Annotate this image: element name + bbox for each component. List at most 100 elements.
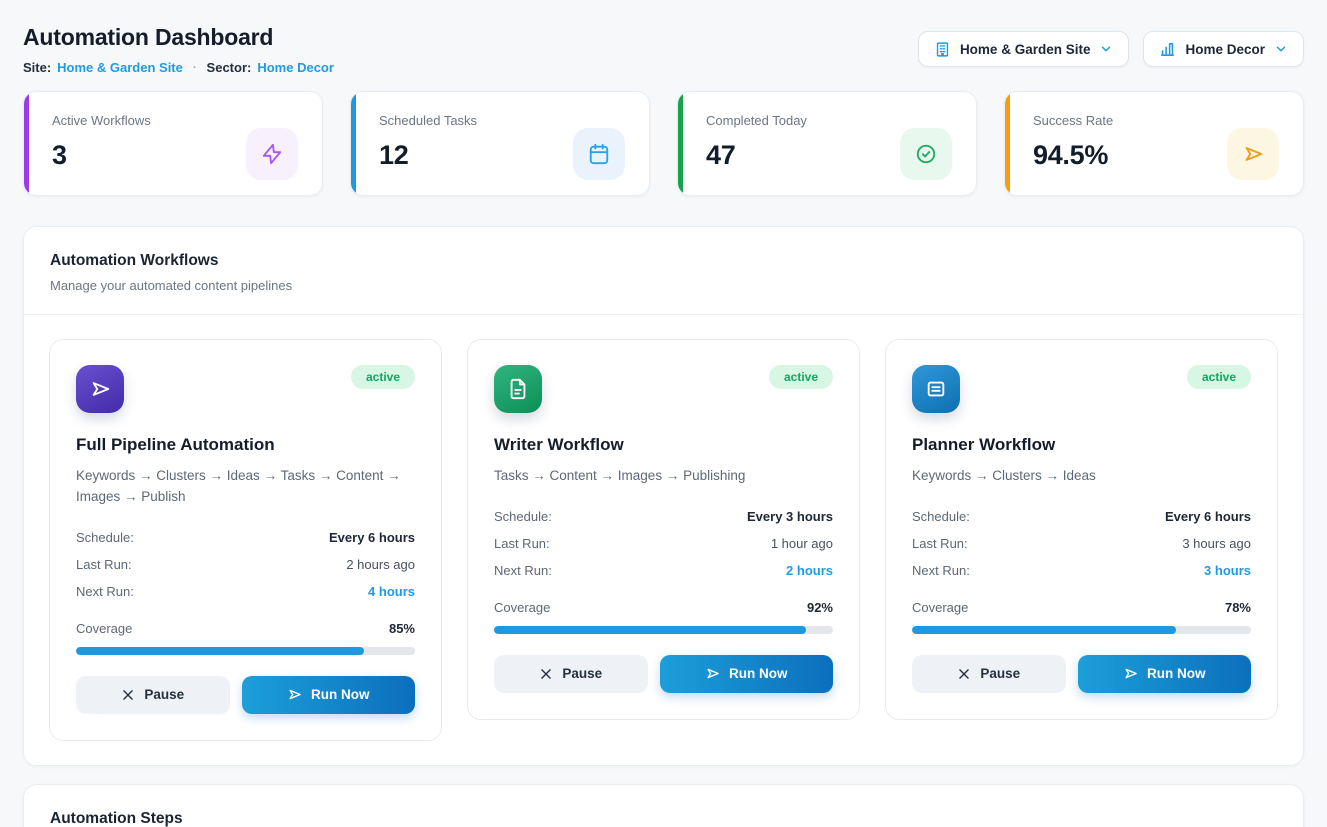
last-run-row: Last Run: 1 hour ago [494, 530, 833, 557]
site-dropdown-label: Home & Garden Site [959, 41, 1091, 57]
steps-section-header: Automation Steps Configure which steps a… [24, 785, 1303, 827]
sector-link[interactable]: Home Decor [257, 60, 334, 75]
stat-card-success-rate: Success Rate 94.5% [1004, 91, 1304, 196]
schedule-label: Schedule: [912, 508, 970, 524]
pause-button[interactable]: Pause [912, 654, 1066, 693]
coverage-block: Coverage 85% [76, 615, 415, 655]
workflow-card-full-pipeline: active Full Pipeline Automation Keywords… [49, 339, 442, 741]
workflow-card-writer: active Writer Workflow Tasks → Content →… [467, 339, 860, 720]
send-icon [287, 687, 302, 702]
schedule-value: Every 3 hours [747, 508, 833, 524]
run-now-button-label: Run Now [311, 687, 370, 703]
coverage-value: 92% [806, 599, 833, 615]
workflow-cards-grid: active Full Pipeline Automation Keywords… [49, 339, 1278, 741]
pause-button-label: Pause [980, 666, 1021, 682]
status-badge: active [1186, 365, 1251, 389]
stat-label: Completed Today [706, 113, 807, 128]
coverage-progress-fill [76, 646, 365, 655]
stat-value: 12 [379, 140, 409, 170]
next-run-label: Next Run: [912, 562, 970, 578]
last-run-label: Last Run: [912, 535, 968, 551]
stat-value: 47 [706, 140, 736, 170]
accent-bar [678, 92, 683, 195]
x-icon [121, 688, 135, 702]
document-icon [494, 365, 542, 413]
schedule-row: Schedule: Every 3 hours [494, 503, 833, 530]
sector-selector-dropdown[interactable]: Home Decor [1143, 31, 1304, 67]
stat-card-scheduled-tasks: Scheduled Tasks 12 [350, 91, 650, 196]
stat-label: Active Workflows [52, 113, 151, 128]
coverage-label: Coverage [76, 620, 133, 636]
schedule-value: Every 6 hours [329, 529, 415, 545]
schedule-value: Every 6 hours [1165, 508, 1251, 524]
stat-value: 94.5% [1033, 140, 1109, 170]
bar-chart-icon [1159, 41, 1176, 58]
send-icon [1123, 666, 1138, 681]
pause-button-label: Pause [562, 666, 603, 682]
coverage-value: 78% [1224, 599, 1251, 615]
last-run-row: Last Run: 2 hours ago [76, 551, 415, 578]
coverage-progress-fill [912, 625, 1177, 634]
site-label: Site: [23, 60, 52, 75]
workflow-title: Writer Workflow [494, 435, 624, 454]
list-icon [912, 365, 960, 413]
calendar-icon [573, 128, 625, 180]
chevron-down-icon [1274, 42, 1288, 56]
coverage-value: 85% [388, 620, 415, 636]
schedule-label: Schedule: [76, 529, 134, 545]
stat-label: Success Rate [1033, 113, 1114, 128]
steps-section: Automation Steps Configure which steps a… [23, 783, 1304, 827]
next-run-row: Next Run: 3 hours [912, 557, 1251, 584]
section-title: Automation Steps [50, 809, 183, 827]
last-run-value: 1 hour ago [770, 535, 833, 551]
next-run-value: 4 hours [368, 583, 415, 599]
stat-card-completed-today: Completed Today 47 [677, 91, 977, 196]
next-run-row: Next Run: 4 hours [76, 578, 415, 605]
workflow-card-planner: active Planner Workflow Keywords → Clust… [885, 339, 1278, 720]
sector-label: Sector: [206, 60, 252, 75]
page-title: Automation Dashboard [23, 24, 274, 50]
coverage-progressbar [494, 625, 833, 634]
schedule-label: Schedule: [494, 508, 552, 524]
stat-label: Scheduled Tasks [379, 113, 478, 128]
next-run-label: Next Run: [76, 583, 134, 599]
run-now-button[interactable]: Run Now [1077, 654, 1251, 693]
coverage-label: Coverage [912, 599, 969, 615]
workflow-pipeline: Keywords → Clusters → Ideas → Tasks → Co… [76, 468, 401, 504]
last-run-value: 3 hours ago [1182, 535, 1251, 551]
pause-button[interactable]: Pause [76, 675, 230, 714]
coverage-block: Coverage 78% [912, 594, 1251, 634]
workflows-section: Automation Workflows Manage your automat… [23, 226, 1304, 766]
run-now-button-label: Run Now [1147, 666, 1206, 682]
status-badge: active [350, 365, 415, 389]
pause-button[interactable]: Pause [494, 654, 648, 693]
accent-bar [351, 92, 356, 195]
next-run-row: Next Run: 2 hours [494, 557, 833, 584]
workflow-pipeline: Tasks → Content → Images → Publishing [494, 468, 746, 483]
section-subtitle: Manage your automated content pipelines [50, 278, 293, 293]
x-icon [539, 667, 553, 681]
coverage-progress-fill [494, 625, 806, 634]
stat-card-active-workflows: Active Workflows 3 [23, 91, 323, 196]
site-selector-dropdown[interactable]: Home & Garden Site [917, 31, 1130, 67]
last-run-row: Last Run: 3 hours ago [912, 530, 1251, 557]
workflows-section-header: Automation Workflows Manage your automat… [24, 227, 1303, 315]
send-icon [76, 365, 124, 413]
pause-button-label: Pause [144, 687, 185, 703]
check-circle-icon [900, 128, 952, 180]
stat-value: 3 [52, 140, 67, 170]
site-link[interactable]: Home & Garden Site [57, 60, 183, 75]
section-title: Automation Workflows [50, 252, 219, 269]
send-icon [705, 666, 720, 681]
run-now-button[interactable]: Run Now [241, 675, 415, 714]
run-now-button-label: Run Now [729, 666, 788, 682]
workflow-title: Planner Workflow [912, 435, 1056, 454]
run-now-button[interactable]: Run Now [659, 654, 833, 693]
status-badge: active [768, 365, 833, 389]
page-header: Automation Dashboard Site: Home & Garden… [23, 0, 1304, 75]
chevron-down-icon [1099, 42, 1113, 56]
stats-row: Active Workflows 3 Scheduled Tasks 12 Co… [23, 91, 1304, 196]
accent-bar [1005, 92, 1010, 195]
last-run-label: Last Run: [76, 556, 132, 572]
